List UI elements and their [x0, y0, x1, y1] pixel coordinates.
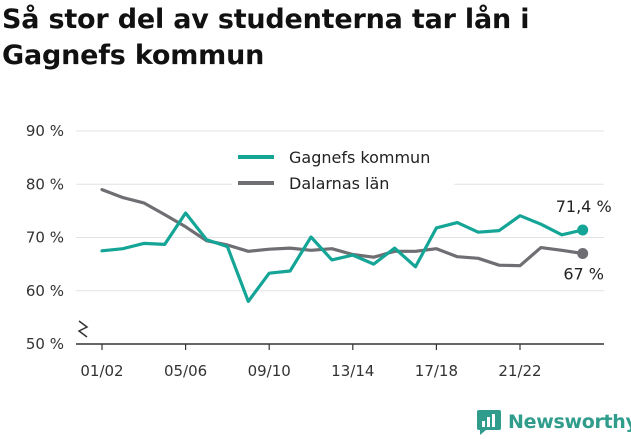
series-lines [100, 188, 589, 303]
end-point [577, 224, 589, 236]
x-tick-label: 17/18 [415, 362, 458, 380]
end-labels: 71,4 % 67 % [556, 197, 612, 283]
series-line-dalarna [100, 188, 585, 268]
end-label: 71,4 % [556, 197, 612, 216]
newsworthy-logo-icon [477, 410, 501, 435]
y-axis-ticks: 50 % 60 % 70 % 80 % 90 % [26, 122, 64, 353]
x-tick-label: 21/22 [498, 362, 541, 380]
legend-label: Dalarnas län [289, 174, 389, 193]
x-tick-label: 09/10 [248, 362, 291, 380]
end-point [577, 247, 589, 259]
legend-background [232, 144, 454, 194]
x-tick-label: 05/06 [164, 362, 207, 380]
y-tick-label: 60 % [26, 282, 64, 300]
axis-break-icon [77, 320, 89, 338]
x-tick-label: 01/02 [80, 362, 123, 380]
legend-label: Gagnefs kommun [289, 148, 430, 167]
brand-name: Newsworthy [508, 411, 631, 433]
x-axis: 01/02 05/06 09/10 13/14 17/18 21/22 [76, 320, 604, 380]
series-line-gagnef [100, 211, 585, 303]
legend: Gagnefs kommun Dalarnas län [232, 144, 454, 194]
chart-title: Så stor del av studenterna tar lån i Gag… [2, 4, 530, 71]
x-tick-label: 13/14 [331, 362, 374, 380]
y-tick-label: 70 % [26, 229, 64, 247]
end-label: 67 % [563, 264, 604, 283]
y-tick-label: 50 % [26, 335, 64, 353]
y-tick-label: 90 % [26, 122, 64, 140]
brand[interactable]: Newsworthy [476, 407, 631, 437]
y-tick-label: 80 % [26, 175, 64, 193]
